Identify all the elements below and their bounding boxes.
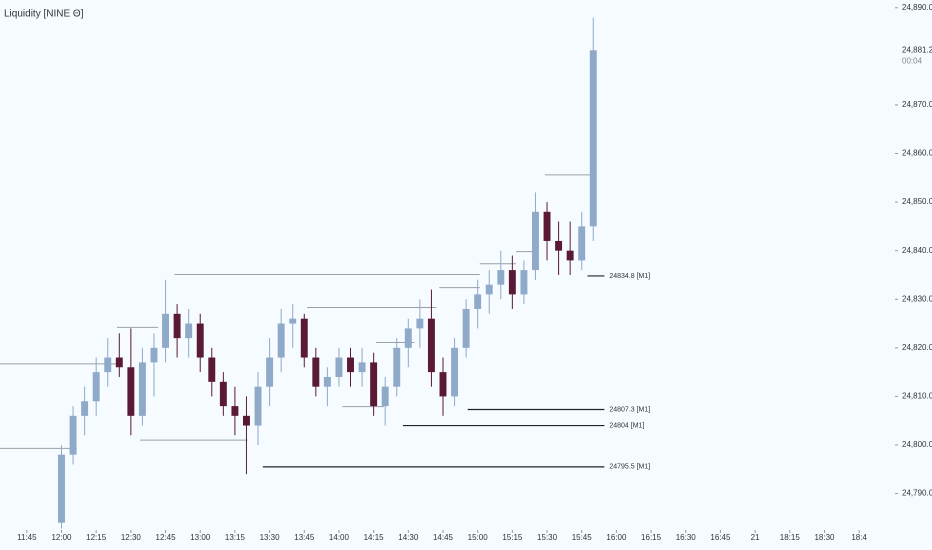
candle-body: [578, 226, 586, 261]
y-tick-label: 24,840.00: [902, 246, 932, 255]
candle-body: [266, 357, 274, 387]
x-tick-label: 14:15: [364, 533, 385, 542]
x-tick-label: 12:00: [51, 533, 72, 542]
x-tick-label: 13:30: [260, 533, 281, 542]
candle-body: [138, 362, 146, 416]
x-tick-label: 16:15: [641, 533, 662, 542]
candle-body: [497, 270, 505, 285]
last-price-label: 24,881.25: [902, 45, 932, 54]
x-tick-label: 16:30: [676, 533, 697, 542]
countdown: 00:04: [902, 56, 923, 65]
candle-body: [589, 50, 597, 227]
candle-body: [104, 357, 112, 373]
y-tick-label: 24,850.00: [902, 197, 932, 206]
candle-body: [173, 313, 181, 339]
candle-body: [404, 328, 412, 348]
candle-body: [208, 357, 216, 382]
x-tick-label: 15:45: [572, 533, 593, 542]
y-tick-label: 24,800.00: [902, 440, 932, 449]
x-tick-label: 13:45: [294, 533, 315, 542]
chart-title: Liquidity [NINE Θ]: [4, 9, 84, 20]
candle-body: [555, 240, 563, 251]
candle-body: [92, 372, 100, 402]
candle-body: [485, 284, 493, 295]
candle-body: [427, 318, 435, 373]
x-tick-label: 12:15: [86, 533, 107, 542]
x-tick-label: 13:00: [190, 533, 211, 542]
y-tick-label: 24,870.00: [902, 100, 932, 109]
x-tick-label: 13:15: [225, 533, 246, 542]
candle-body: [335, 357, 343, 377]
x-tick-label: 21: [751, 533, 760, 542]
x-tick-label: 15:00: [468, 533, 489, 542]
candle-body: [358, 362, 366, 373]
x-tick-label: 12:30: [121, 533, 142, 542]
candle-body: [347, 357, 354, 373]
candle-body: [231, 406, 239, 416]
candle-body: [127, 367, 135, 416]
candle-body: [300, 318, 308, 358]
candle-body: [69, 415, 77, 455]
candle-body: [277, 323, 285, 358]
candle-body: [451, 347, 459, 397]
x-tick-label: 14:45: [433, 533, 454, 542]
candle-body: [462, 308, 470, 348]
y-tick-label: 24,790.00: [902, 489, 932, 498]
candle-body: [162, 313, 170, 348]
candle-body: [543, 211, 551, 241]
candle-body: [393, 347, 401, 387]
y-tick-label: 24,860.00: [902, 149, 932, 158]
candle-body: [532, 211, 539, 271]
x-tick-label: 18:30: [814, 533, 835, 542]
level-label: 24804 [M1]: [609, 422, 644, 429]
level-label: 24795.5 [M1]: [609, 464, 650, 471]
x-tick-label: 18:15: [780, 533, 801, 542]
candle-body: [81, 401, 89, 416]
candle-body: [242, 415, 250, 426]
candle-body: [115, 357, 123, 368]
candle-body: [185, 323, 193, 339]
candle-body: [289, 318, 297, 324]
x-tick-label: 15:30: [537, 533, 558, 542]
candle-body: [439, 372, 447, 397]
x-tick-label: 11:45: [17, 533, 37, 542]
y-tick-label: 24,830.00: [902, 294, 932, 303]
y-tick-label: 24,810.00: [902, 392, 932, 401]
x-tick-label: 18:4: [851, 533, 867, 542]
x-tick-label: 16:45: [710, 533, 731, 542]
candle-body: [150, 347, 158, 363]
candle-body: [520, 270, 528, 295]
candle-body: [566, 250, 574, 261]
candle-body: [58, 454, 65, 523]
level-label: 24807.3 [M1]: [609, 406, 650, 413]
candle-body: [312, 357, 320, 387]
candle-body: [508, 270, 516, 295]
x-tick-label: 14:00: [329, 533, 350, 542]
x-tick-label: 15:15: [502, 533, 523, 542]
level-label: 24834.8 [M1]: [609, 273, 650, 280]
candle-body: [254, 386, 262, 426]
candle-body: [474, 294, 482, 309]
y-tick-label: 24,820.00: [902, 343, 932, 352]
candle-body: [219, 381, 227, 407]
candle-body: [370, 362, 378, 407]
x-tick-label: 12:45: [156, 533, 177, 542]
candle-body: [416, 318, 424, 329]
x-tick-label: 14:30: [398, 533, 419, 542]
candle-body: [323, 376, 331, 387]
x-tick-label: 16:00: [606, 533, 627, 542]
y-tick-label: 24,890.00: [902, 3, 932, 12]
candle-body: [196, 323, 204, 358]
candle-body: [381, 386, 389, 407]
